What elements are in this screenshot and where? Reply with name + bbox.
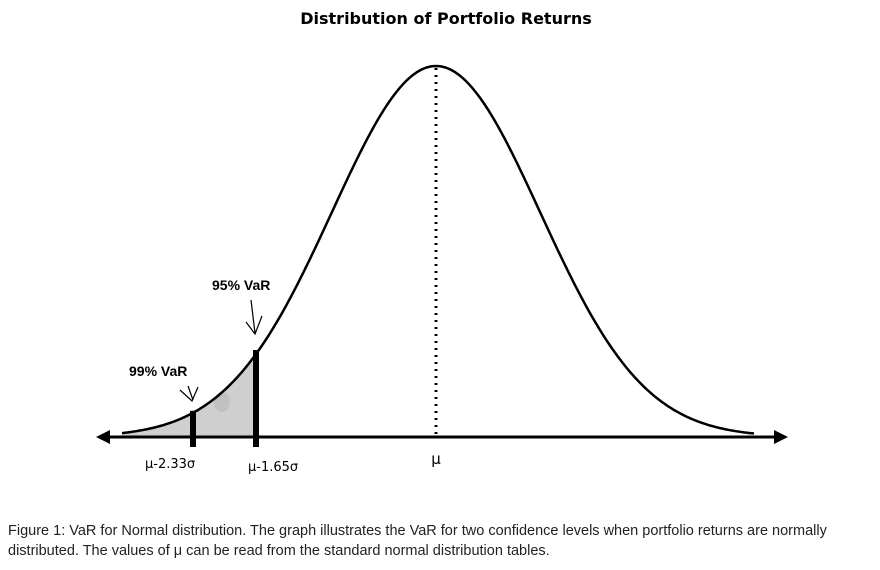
x-axis-left-arrow-icon (96, 430, 110, 444)
var99-label: 99% VaR (129, 363, 187, 379)
tick-label-mu: μ (431, 450, 441, 468)
bell-curve (121, 64, 755, 435)
tail-smudge (214, 392, 230, 412)
var99-arrow-icon (179, 385, 199, 403)
figure-caption: Figure 1: VaR for Normal distribution. T… (8, 523, 827, 559)
var95-label: 95% VaR (212, 277, 270, 293)
x-axis-right-arrow-icon (774, 430, 788, 444)
diagram-title: Distribution of Portfolio Returns (300, 9, 592, 28)
tick-label-95: μ-1.65σ (248, 460, 298, 475)
var-tail-area (122, 354, 256, 437)
var95-arrow-icon (245, 299, 263, 336)
normal-distribution-diagram: Distribution of Portfolio Returns 95% Va… (96, 9, 788, 475)
tick-label-99: μ-2.33σ (145, 457, 195, 472)
